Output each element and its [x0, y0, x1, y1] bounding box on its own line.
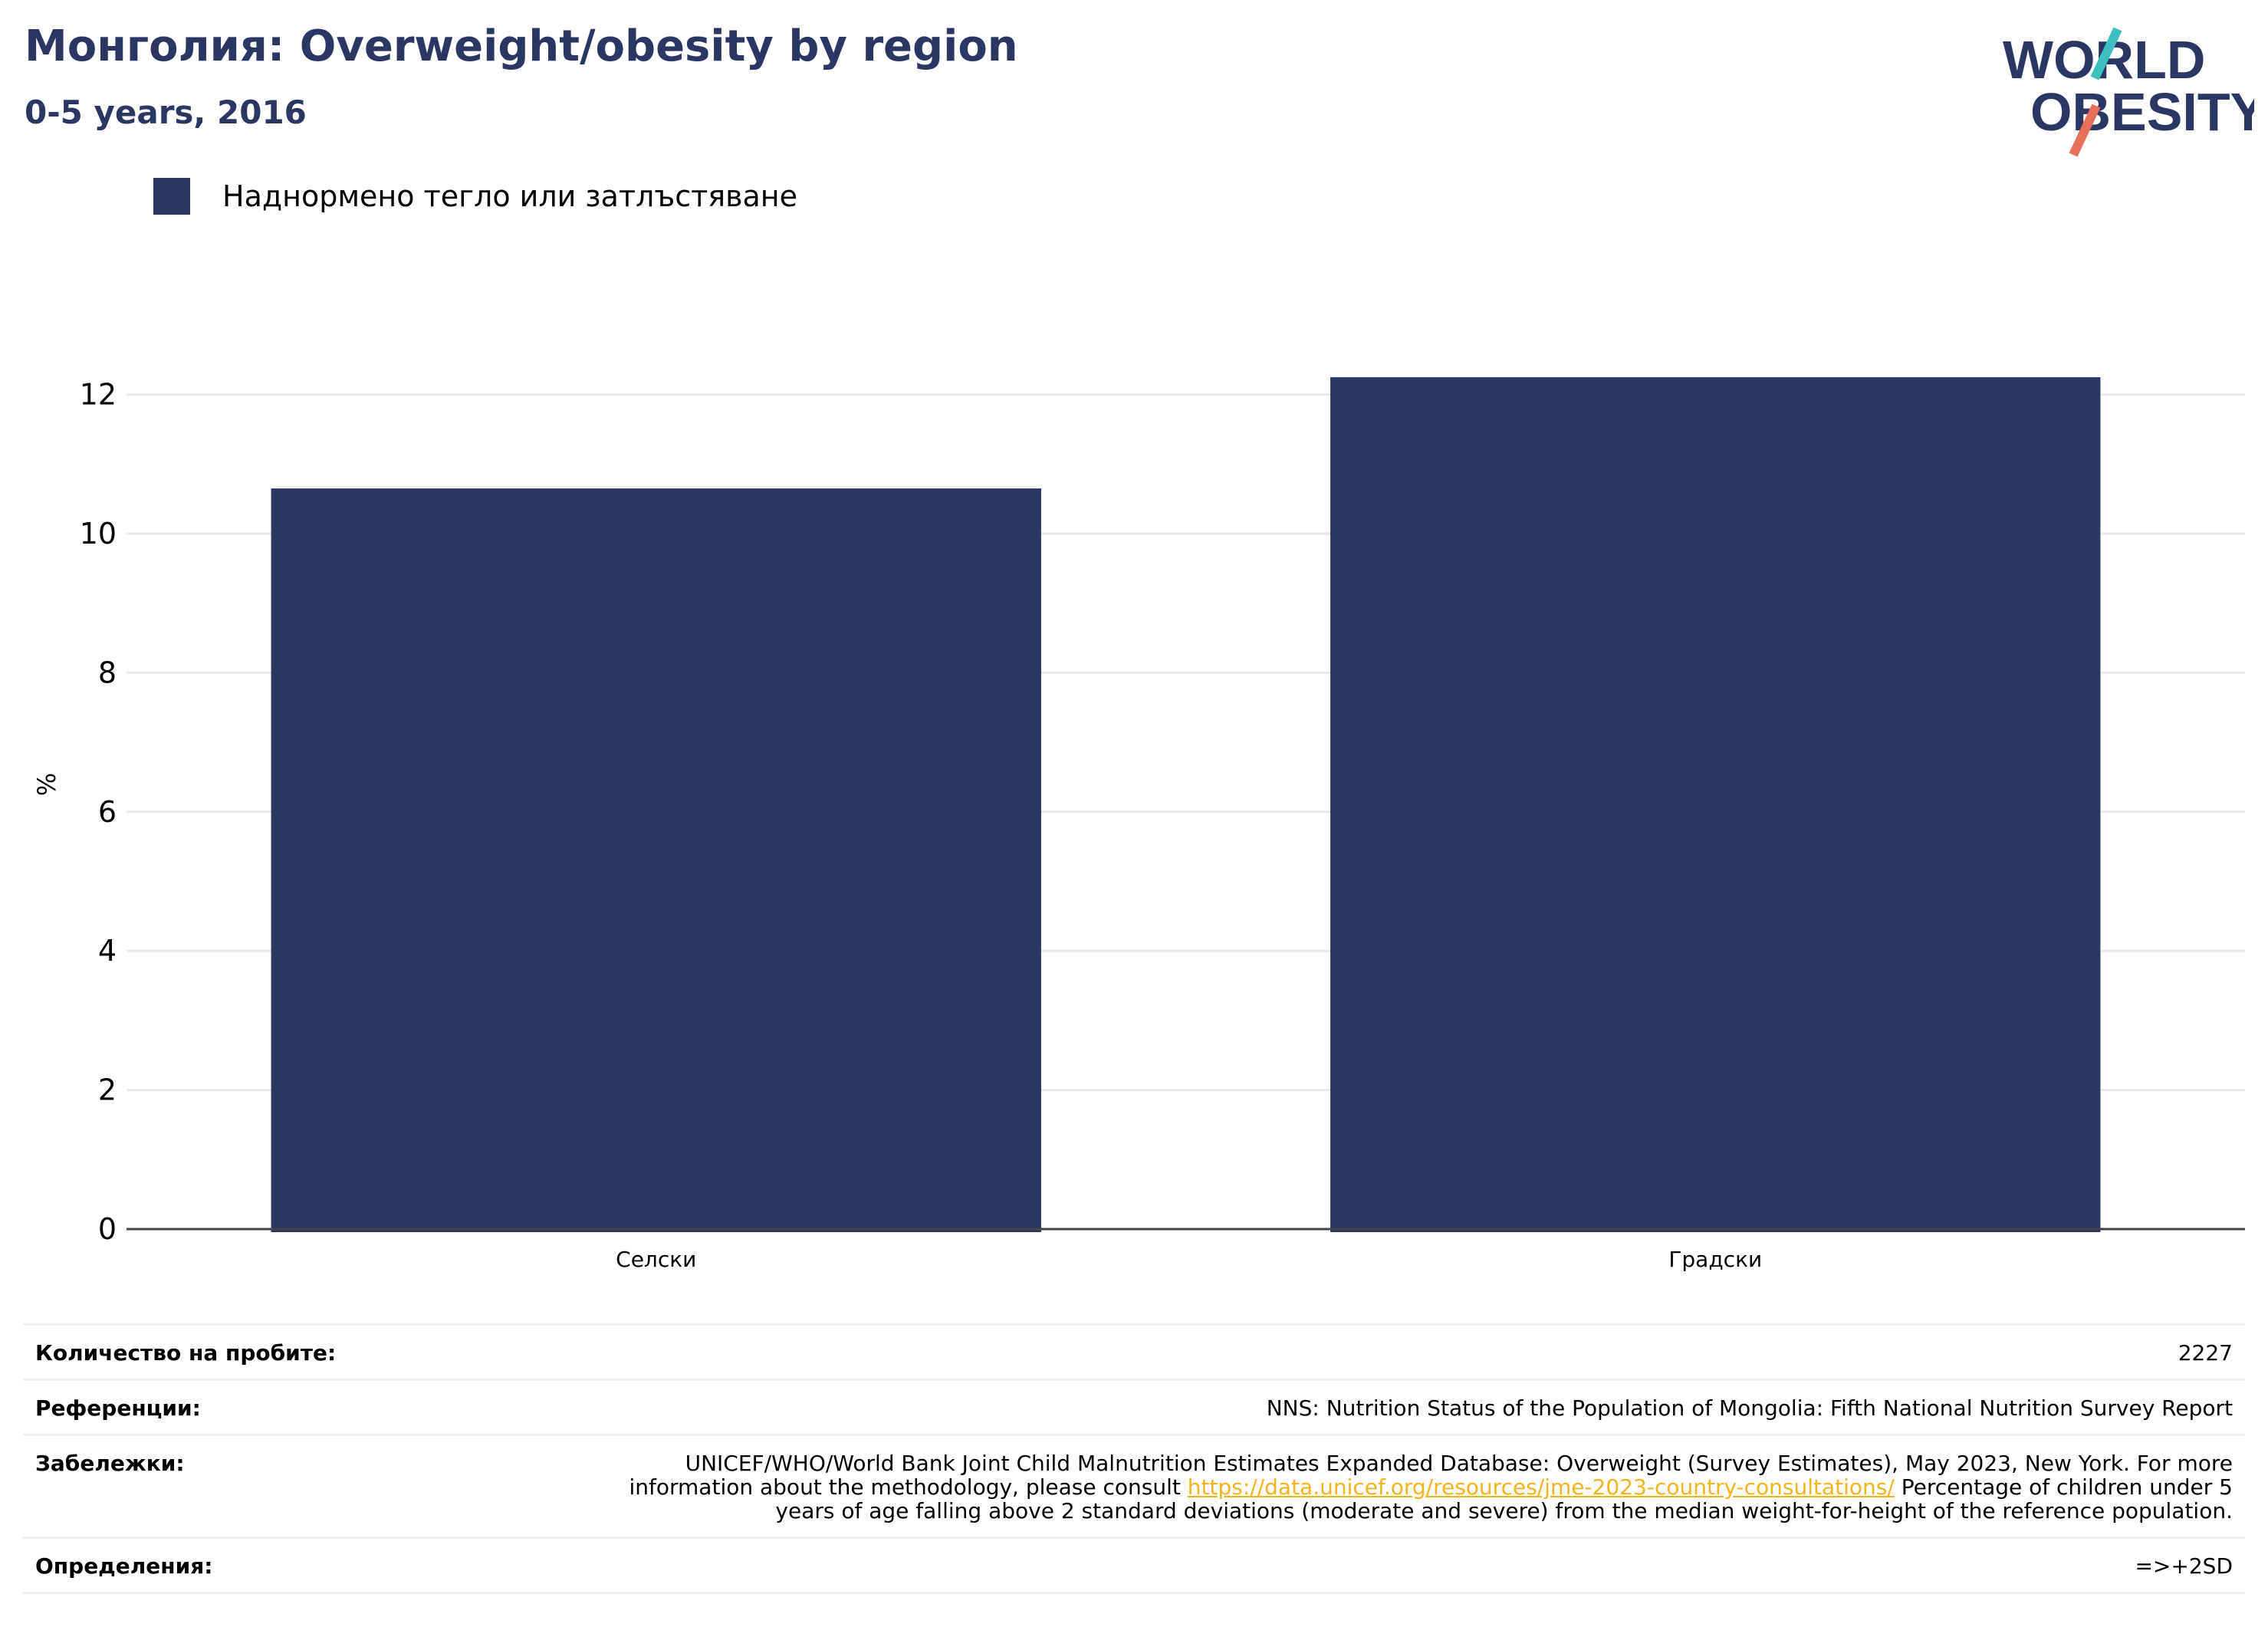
world-obesity-logo: WORLD OBESITY: [2003, 27, 2254, 157]
bar-rural: [271, 488, 1041, 1232]
y-tick-label-10: 10: [80, 517, 117, 551]
info-table: Количество на пробите: 2227 Референции: …: [23, 1323, 2245, 1594]
definitions-row: Определения: =>+2SD: [23, 1539, 2245, 1594]
references-value: NNS: Nutrition Status of the Population …: [1266, 1395, 2233, 1421]
logo-text-obesity: OBESITY: [2030, 82, 2254, 142]
bar-urban: [1330, 376, 2101, 1232]
y-tick-label-0: 0: [98, 1212, 117, 1246]
methodology-link[interactable]: https://data.unicef.org/resources/jme-20…: [1187, 1474, 1895, 1500]
y-axis-label: %: [32, 773, 61, 796]
x-tick-label-rural: Селски: [616, 1247, 696, 1272]
chart-legend: Наднормено тегло или затлъстяване: [153, 178, 797, 215]
legend-label: Наднормено тегло или затлъстяване: [222, 179, 797, 213]
definitions-value: =>+2SD: [2135, 1553, 2233, 1579]
notes-row: Забележки: UNICEF/WHO/World Bank Joint C…: [23, 1436, 2245, 1539]
notes-value: UNICEF/WHO/World Bank Joint Child Malnut…: [623, 1451, 2233, 1523]
references-label: Референции:: [35, 1395, 201, 1421]
y-tick-label-8: 8: [98, 656, 117, 689]
page-subtitle: 0-5 years, 2016: [25, 94, 307, 131]
notes-text-after: Percentage of children under 5 years of …: [775, 1474, 2233, 1523]
page-title: Монголия: Overweight/obesity by region: [25, 21, 1018, 71]
legend-swatch: [153, 178, 190, 215]
definitions-label: Определения:: [35, 1553, 213, 1579]
y-tick-label-4: 4: [98, 934, 117, 968]
y-tick-label-2: 2: [98, 1073, 117, 1107]
sample-size-row: Количество на пробите: 2227: [23, 1326, 2245, 1381]
y-tick-label-12: 12: [80, 378, 117, 412]
notes-text-before: UNICEF/WHO/World Bank Joint Child Malnut…: [629, 1451, 2233, 1500]
y-tick-label-6: 6: [98, 795, 117, 829]
logo-slash-teal: [2090, 27, 2122, 81]
logo-slash-coral: [2069, 104, 2101, 157]
bar-chart: 0 2 4 6 8 10 12% Селски Градски: [32, 376, 2245, 1272]
notes-label: Забележки:: [35, 1451, 185, 1476]
references-row: Референции: NNS: Nutrition Status of the…: [23, 1381, 2245, 1436]
sample-size-label: Количество на пробите:: [35, 1340, 337, 1366]
sample-size-value: 2227: [2178, 1340, 2233, 1366]
x-tick-label-urban: Градски: [1668, 1247, 1762, 1272]
